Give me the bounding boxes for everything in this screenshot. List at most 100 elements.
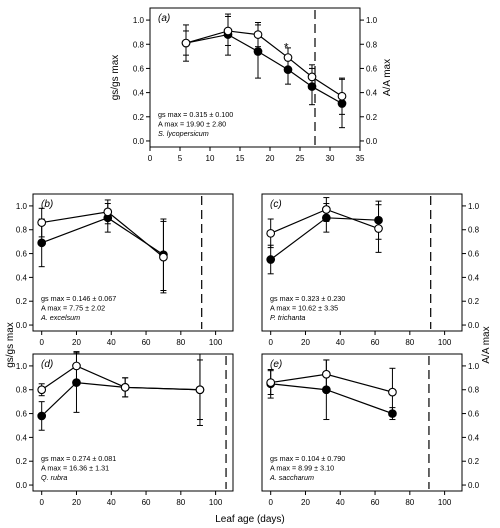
species-name: S. lycopersicum — [158, 129, 209, 138]
y-tick-label-left: 0.6 — [16, 410, 28, 419]
y-tick-label-left: 0.8 — [16, 226, 28, 235]
y-tick-label-left: 0.0 — [16, 481, 28, 490]
open-marker-point — [266, 228, 276, 238]
series-line — [185, 33, 343, 105]
y-tick-label-left: 0.8 — [16, 386, 28, 395]
open-marker-point — [37, 385, 47, 395]
series-line — [41, 211, 164, 258]
open-marker-point — [181, 38, 191, 48]
plot-frame — [261, 193, 463, 332]
y-tick-label-left: 1.0 — [133, 16, 145, 25]
series-line — [41, 381, 200, 417]
series-open — [38, 351, 203, 421]
x-tick-label: 0 — [39, 338, 44, 347]
species-name: Q. rubra — [41, 473, 67, 482]
x-tick-label: 100 — [438, 498, 452, 507]
open-marker-point — [103, 207, 113, 217]
series-filled — [38, 203, 167, 291]
plot-frame — [261, 353, 463, 492]
filled-marker-point — [266, 255, 276, 264]
series-line — [41, 217, 164, 256]
stats-text: gs max = 0.315 ± 0.100 — [158, 110, 233, 119]
series-line — [185, 30, 343, 97]
shared-x-axis-label: Leaf age (days) — [215, 514, 285, 525]
x-tick-label: 80 — [405, 498, 414, 507]
y-tick-label-right: 0.0 — [468, 481, 480, 490]
x-tick-label: 40 — [107, 338, 116, 347]
y-tick-label-left: 0.0 — [133, 137, 145, 146]
x-tick-label: 40 — [336, 498, 345, 507]
y-tick-label-right: 1.0 — [468, 362, 480, 371]
panel-e: 0 20 40 60 80 100 0.0 0.2 0.4 0.6 0.8 1.0 (e) gs max … — [261, 353, 480, 507]
open-marker-point — [37, 218, 47, 227]
open-marker-point — [195, 385, 205, 395]
x-tick-label: 5 — [178, 154, 183, 163]
series-line — [41, 365, 200, 391]
open-marker-point — [72, 361, 81, 371]
y-axis-label-left: gs/gs max — [110, 55, 121, 101]
species-name: A. saccharum — [269, 473, 314, 482]
stats-text: A max = 16.36 ± 1.31 — [41, 464, 109, 473]
filled-marker-point — [37, 238, 47, 248]
plot-frame — [32, 193, 234, 332]
series-line — [270, 217, 379, 261]
filled-marker-point — [374, 215, 383, 225]
plot-frame — [149, 7, 361, 148]
stats-text: gs max = 0.104 ± 0.790 — [270, 454, 345, 463]
open-marker-point — [321, 205, 331, 214]
x-tick-label: 100 — [438, 338, 452, 347]
series-open — [38, 199, 167, 294]
y-tick-label-right: 0.6 — [366, 64, 378, 73]
filled-marker-point — [283, 65, 293, 74]
series-line — [270, 373, 393, 393]
x-tick-label: 100 — [209, 498, 223, 507]
panel-label: (e) — [270, 359, 282, 370]
y-tick-label-right: 0.0 — [366, 137, 378, 146]
panel-label: (d) — [41, 359, 53, 370]
series-line — [270, 383, 393, 415]
series-open — [183, 15, 345, 115]
x-tick-label: 30 — [326, 154, 335, 163]
filled-marker-point — [337, 99, 347, 108]
open-marker-point — [388, 387, 397, 397]
x-tick-label: 0 — [39, 498, 44, 507]
y-tick-label-left: 0.6 — [133, 64, 145, 73]
y-tick-label-right: 0.2 — [366, 113, 378, 122]
x-tick-label: 60 — [371, 498, 380, 507]
y-tick-label-left: 0.4 — [16, 273, 28, 282]
y-tick-label-left: 0.0 — [16, 321, 28, 330]
panel-c: 0 20 40 60 80 100 0.0 0.2 0.4 0.6 0.8 1.0 (c) gs max … — [261, 193, 480, 347]
open-marker-point — [374, 224, 383, 233]
y-tick-label-left: 0.6 — [16, 250, 28, 259]
open-marker-point — [253, 30, 263, 39]
y-tick-label-left: 0.8 — [133, 40, 145, 49]
x-tick-label: 0 — [148, 154, 153, 163]
x-tick-label: 80 — [405, 338, 414, 347]
filled-marker-point — [307, 82, 317, 91]
x-tick-label: 40 — [336, 338, 345, 347]
y-tick-label-right: 0.6 — [468, 410, 480, 419]
stats-text: A max = 19.90 ± 2.80 — [158, 120, 226, 129]
x-tick-label: 10 — [206, 154, 215, 163]
x-tick-label: 0 — [268, 498, 273, 507]
panel-label: (b) — [41, 199, 53, 210]
stats-text: gs max = 0.323 ± 0.230 — [270, 294, 345, 303]
filled-marker-point — [72, 378, 81, 387]
open-marker-point — [283, 53, 293, 62]
y-tick-label-left: 1.0 — [16, 362, 28, 371]
x-tick-label: 80 — [176, 498, 185, 507]
y-tick-label-left: 1.0 — [16, 202, 28, 211]
y-axis-label-right: A/A max — [382, 59, 393, 96]
y-tick-label-right: 0.6 — [468, 250, 480, 259]
x-tick-label: 60 — [142, 498, 151, 507]
stats-text: A max = 7.75 ± 2.02 — [41, 304, 105, 313]
x-tick-label: 25 — [296, 154, 305, 163]
y-tick-label-left: 0.2 — [16, 457, 28, 466]
filled-marker-point — [321, 385, 331, 395]
x-tick-label: 40 — [107, 498, 116, 507]
x-tick-label: 80 — [176, 338, 185, 347]
filled-marker-point — [321, 213, 331, 223]
y-tick-label-right: 0.2 — [468, 457, 480, 466]
x-tick-label: 35 — [356, 154, 365, 163]
